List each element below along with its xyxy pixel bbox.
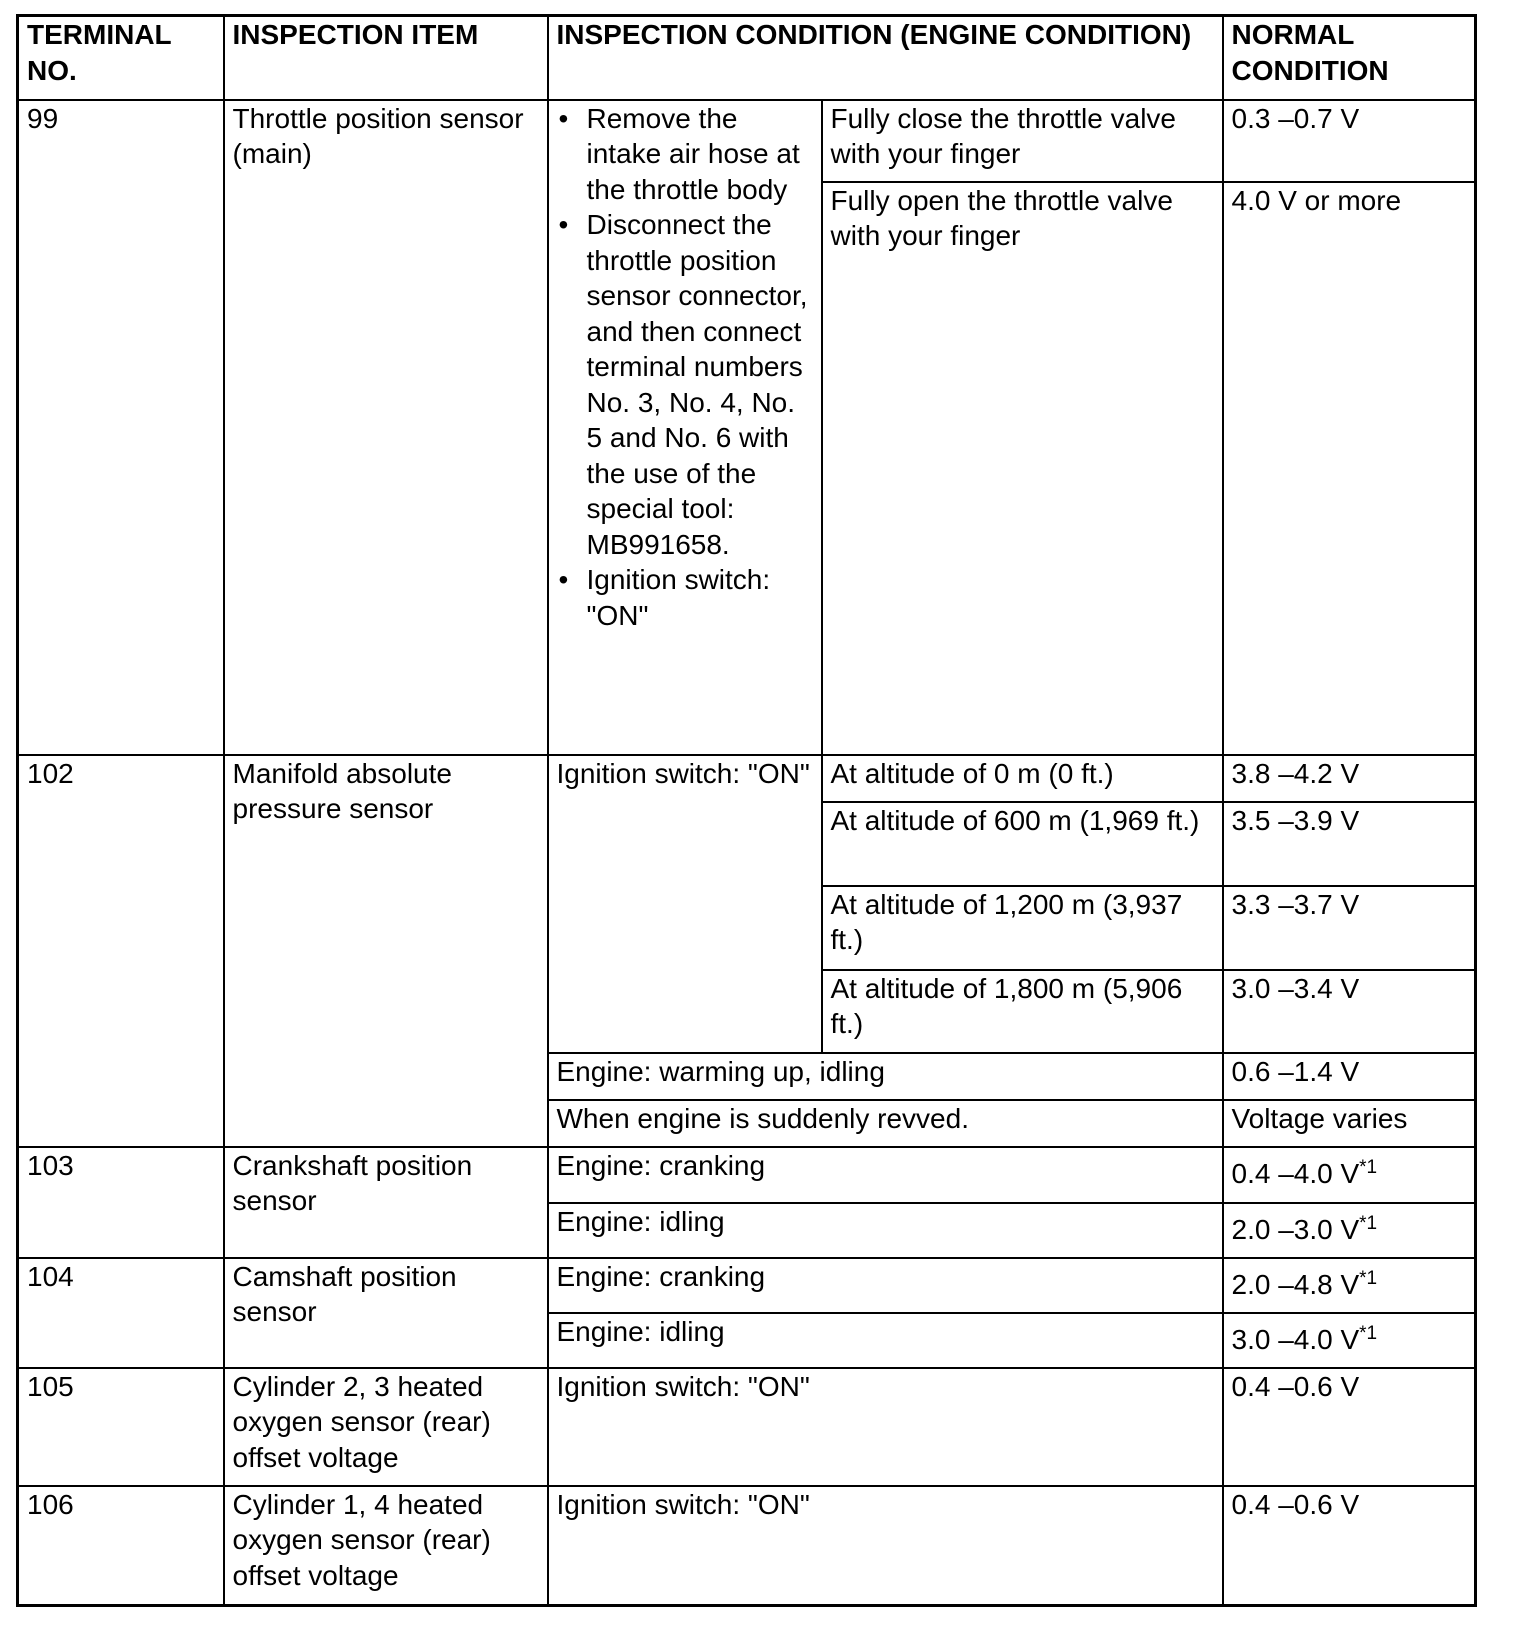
table-row: 99 Throttle position sensor (main) Remov… (16, 98, 1477, 756)
normal-cell: 0.6 –1.4 V (1221, 1051, 1477, 1101)
terminal-cell: 106 (16, 1484, 225, 1607)
inspection-table: TERMINAL NO. INSPECTION ITEM INSPECTION … (16, 14, 1477, 1607)
table-row: Engine: idling 2.0 –3.0 V*1 (18, 1201, 1477, 1259)
footnote-mark: *1 (1359, 1322, 1378, 1344)
table-row: 105 Cylinder 2, 3 heated oxygen sensor (… (16, 1366, 1477, 1487)
subcondition-cell: At altitude of 1,800 m (5,906 ft.) (820, 968, 1224, 1054)
condition-cell: Engine: warming up, idling (546, 1051, 1224, 1101)
condition-cell: Engine: cranking (546, 1256, 1224, 1314)
terminal-cell: 104 (16, 1256, 225, 1369)
terminal-cell: 99 (16, 98, 225, 756)
normal-cell: 4.0 V or more (1221, 180, 1477, 756)
terminal-cell: 105 (16, 1366, 225, 1487)
normal-cell: 0.3 –0.7 V (1221, 98, 1477, 183)
condition-cell: Engine: idling (546, 1201, 1224, 1259)
item-cell: Throttle position sensor (main) (222, 98, 549, 756)
table-row: At altitude of 600 m (1,969 ft.) 3.5 –3.… (18, 800, 1477, 887)
table-row: When engine is suddenly revved. Voltage … (18, 1098, 1477, 1148)
list-item: Ignition switch: "ON" (559, 562, 813, 633)
table-row: 103 Crankshaft position sensor Engine: c… (16, 1145, 1477, 1259)
normal-cell: 3.0 –3.4 V (1221, 968, 1477, 1054)
terminal-cell: 102 (16, 753, 225, 1148)
normal-value: 2.0 –4.8 V (1231, 1268, 1360, 1300)
normal-value: 3.0 –4.0 V (1231, 1323, 1360, 1355)
table-row: At altitude of 1,200 m (3,937 ft.) 3.3 –… (18, 884, 1477, 971)
normal-value: 0.4 –4.0 V (1231, 1157, 1360, 1189)
item-cell: Cylinder 2, 3 heated oxygen sensor (rear… (222, 1366, 549, 1487)
subcondition-cell: At altitude of 1,200 m (3,937 ft.) (820, 884, 1224, 971)
table-row: At altitude of 1,800 m (5,906 ft.) 3.0 –… (18, 968, 1477, 1054)
terminal-cell: 103 (16, 1145, 225, 1259)
normal-cell: 0.4 –4.0 V*1 (1221, 1145, 1477, 1204)
subcondition-cell: At altitude of 600 m (1,969 ft.) (820, 800, 1224, 887)
subcondition-cell: Fully close the throttle valve with your… (820, 98, 1224, 183)
condition-cell: Ignition switch: "ON" (546, 1366, 1224, 1487)
condition-cell: Ignition switch: "ON" (546, 753, 823, 1054)
header-inspection-condition: INSPECTION CONDITION (ENGINE CONDITION) (546, 14, 1224, 101)
header-normal-condition: NORMAL CONDITION (1221, 14, 1477, 101)
normal-cell: 2.0 –3.0 V*1 (1221, 1201, 1477, 1259)
condition-list: Remove the intake air hose at the thrott… (557, 102, 813, 634)
header-inspection-item: INSPECTION ITEM (222, 14, 549, 101)
normal-cell: 3.5 –3.9 V (1221, 800, 1477, 887)
subcondition-cell: Fully open the throttle valve with your … (820, 180, 1224, 756)
table-row: Fully open the throttle valve with your … (18, 180, 1477, 756)
condition-cell: Engine: cranking (546, 1145, 1224, 1204)
item-cell: Camshaft position sensor (222, 1256, 549, 1369)
footnote-mark: *1 (1359, 1212, 1378, 1234)
normal-cell: 0.4 –0.6 V (1221, 1366, 1477, 1487)
footnote-mark: *1 (1359, 1156, 1378, 1178)
list-item: Disconnect the throttle position sensor … (559, 207, 813, 562)
list-item: Remove the intake air hose at the thrott… (559, 102, 813, 208)
normal-cell: 3.8 –4.2 V (1221, 753, 1477, 803)
condition-cell: Ignition switch: "ON" (546, 1484, 1224, 1607)
table-row: Engine: idling 3.0 –4.0 V*1 (18, 1311, 1477, 1369)
normal-cell: Voltage varies (1221, 1098, 1477, 1148)
normal-cell: 0.4 –0.6 V (1221, 1484, 1477, 1607)
condition-cell: Engine: idling (546, 1311, 1224, 1369)
footnote-mark: *1 (1359, 1267, 1378, 1289)
item-cell: Crankshaft position sensor (222, 1145, 549, 1259)
header-row: TERMINAL NO. INSPECTION ITEM INSPECTION … (16, 14, 1477, 101)
table-row: 104 Camshaft position sensor Engine: cra… (16, 1256, 1477, 1369)
table-row: 102 Manifold absolute pressure sensor Ig… (16, 753, 1477, 1148)
table-row: 106 Cylinder 1, 4 heated oxygen sensor (… (16, 1484, 1477, 1607)
normal-cell: 2.0 –4.8 V*1 (1221, 1256, 1477, 1314)
table-row: Engine: warming up, idling 0.6 –1.4 V (18, 1051, 1477, 1101)
normal-cell: 3.0 –4.0 V*1 (1221, 1311, 1477, 1369)
condition-cell: When engine is suddenly revved. (546, 1098, 1224, 1148)
item-cell: Manifold absolute pressure sensor (222, 753, 549, 1148)
subcondition-cell: At altitude of 0 m (0 ft.) (820, 753, 1224, 803)
condition-cell: Remove the intake air hose at the thrott… (546, 98, 823, 756)
header-terminal-no: TERMINAL NO. (16, 14, 225, 101)
normal-value: 2.0 –3.0 V (1231, 1213, 1360, 1245)
normal-cell: 3.3 –3.7 V (1221, 884, 1477, 971)
item-cell: Cylinder 1, 4 heated oxygen sensor (rear… (222, 1484, 549, 1607)
